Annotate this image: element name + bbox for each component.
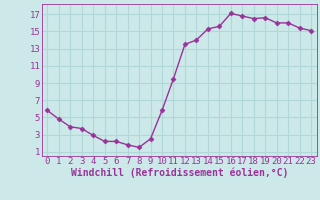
X-axis label: Windchill (Refroidissement éolien,°C): Windchill (Refroidissement éolien,°C) bbox=[70, 168, 288, 178]
